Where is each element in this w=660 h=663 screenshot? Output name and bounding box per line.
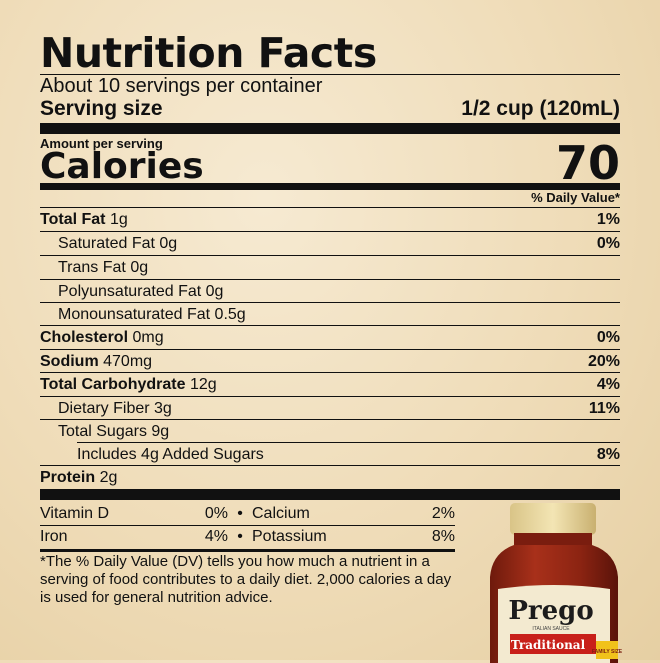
nutrient-amount: 3g <box>154 399 172 417</box>
nutrient-dv: 8% <box>596 445 620 463</box>
jar-brand: Prego <box>508 596 593 626</box>
thick-divider <box>40 123 620 134</box>
divider <box>40 465 620 466</box>
nutrient-amount: 0g <box>205 282 224 300</box>
daily-value-footnote: *The % Daily Value (DV) tells you how mu… <box>40 553 452 606</box>
nutrient-row-sodium: Sodium 470mg 20% <box>40 350 620 373</box>
bullet-separator: • <box>237 528 243 545</box>
jar-badge-text: FAMILY SIZE <box>592 649 623 655</box>
thick-divider <box>40 489 620 500</box>
jar-badge <box>596 641 618 659</box>
nutrient-name: Polyunsaturated Fat <box>58 282 202 300</box>
nutrient-dv: 0% <box>596 234 620 252</box>
nutrient-dv: 4% <box>596 375 620 393</box>
nutrient-row-total-fat: Total Fat 1g 1% <box>40 208 620 231</box>
nutrient-name: Saturated Fat <box>58 234 155 252</box>
divider <box>40 396 620 397</box>
vitamin-dv: 0% <box>204 505 228 522</box>
nutrient-amount: 0mg <box>132 328 164 346</box>
divider <box>40 74 620 75</box>
nutrient-name: Protein <box>40 468 96 486</box>
nutrient-row-dietary-fiber: Dietary Fiber 3g 11% <box>40 397 620 420</box>
daily-value-header: % Daily Value* <box>531 190 620 205</box>
divider <box>40 419 620 420</box>
nutrient-row-monounsaturated-fat: Monounsaturated Fat 0.5g <box>40 303 620 326</box>
nutrient-name: Monounsaturated Fat <box>58 305 211 323</box>
nutrient-amount: 12g <box>189 375 217 393</box>
nutrient-amount: 0g <box>159 234 178 252</box>
nutrient-dv: 1% <box>596 210 620 228</box>
vitamin-row: Iron 4% • Potassium 8% <box>40 526 455 548</box>
label-title: Nutrition Facts <box>40 29 377 77</box>
calories-label: Calories <box>40 146 204 187</box>
nutrient-row-protein: Protein 2g <box>40 466 620 489</box>
vitamin-dv: 8% <box>431 528 455 545</box>
divider <box>40 525 455 526</box>
nutrient-row-trans-fat: Trans Fat 0g <box>40 256 620 279</box>
nutrient-name: Dietary Fiber <box>58 399 150 417</box>
nutrient-name: Sodium <box>40 352 99 370</box>
divider <box>40 255 620 256</box>
nutrient-amount: 0.5g <box>214 305 246 323</box>
divider <box>40 325 620 326</box>
nutrient-name: Total Sugars <box>58 422 147 440</box>
nutrient-name: Total Fat <box>40 210 106 228</box>
thick-divider <box>40 549 455 552</box>
nutrient-dv: 11% <box>588 399 620 417</box>
nutrient-amount: 9g <box>151 422 170 440</box>
thick-divider <box>40 183 620 190</box>
nutrient-dv: 20% <box>587 352 620 370</box>
vitamin-name: Potassium <box>252 528 327 545</box>
nutrient-row-total-sugars: Total Sugars 9g <box>40 420 620 443</box>
nutrient-row-total-carbohydrate: Total Carbohydrate 12g 4% <box>40 373 620 396</box>
jar-variety: Traditional <box>511 638 586 652</box>
vitamin-dv: 4% <box>204 528 228 545</box>
jar-lid <box>510 503 596 535</box>
vitamin-dv: 2% <box>431 505 455 522</box>
jar-subtitle: ITALIAN SAUCE <box>532 626 570 632</box>
serving-size-label: Serving size <box>40 97 163 120</box>
nutrient-amount: 2g <box>99 468 118 486</box>
divider <box>40 302 620 303</box>
calories-value: 70 <box>555 136 620 190</box>
nutrient-amount: 1g <box>109 210 128 228</box>
jar-variety-banner <box>510 634 596 654</box>
vitamin-name: Calcium <box>252 505 310 522</box>
divider <box>40 231 620 232</box>
nutrient-row-cholesterol: Cholesterol 0mg 0% <box>40 326 620 349</box>
nutrient-name: Cholesterol <box>40 328 129 346</box>
nutrient-row-polyunsaturated-fat: Polyunsaturated Fat 0g <box>40 280 620 303</box>
serving-size-row: Serving size 1/2 cup (120mL) <box>40 96 620 122</box>
sauce-jar-image: Prego ITALIAN SAUCE Traditional FAMILY S… <box>490 503 623 663</box>
divider <box>40 279 620 280</box>
vitamin-name: Vitamin D <box>40 505 110 522</box>
servings-per-container: About 10 servings per container <box>40 75 323 97</box>
nutrient-name: Trans Fat <box>58 258 126 276</box>
divider <box>40 207 620 208</box>
nutrient-dv: 0% <box>596 328 620 346</box>
nutrient-row-added-sugars: Includes 4g Added Sugars 8% <box>40 443 620 466</box>
nutrient-name: Total Carbohydrate <box>40 375 186 393</box>
divider <box>40 372 620 373</box>
divider <box>77 442 620 443</box>
divider <box>40 349 620 350</box>
bullet-separator: • <box>237 505 243 522</box>
amount-per-serving: Amount per serving <box>40 136 163 151</box>
jar-neck <box>514 533 592 545</box>
nutrient-row-saturated-fat: Saturated Fat 0g 0% <box>40 232 620 255</box>
nutrient-amount: 470mg <box>103 352 153 370</box>
nutrient-name: Includes 4g Added Sugars <box>77 445 264 463</box>
serving-size-value: 1/2 cup (120mL) <box>461 97 620 120</box>
nutrient-amount: 0g <box>130 258 149 276</box>
vitamin-name: Iron <box>40 528 68 545</box>
vitamin-row: Vitamin D 0% • Calcium 2% <box>40 503 455 525</box>
